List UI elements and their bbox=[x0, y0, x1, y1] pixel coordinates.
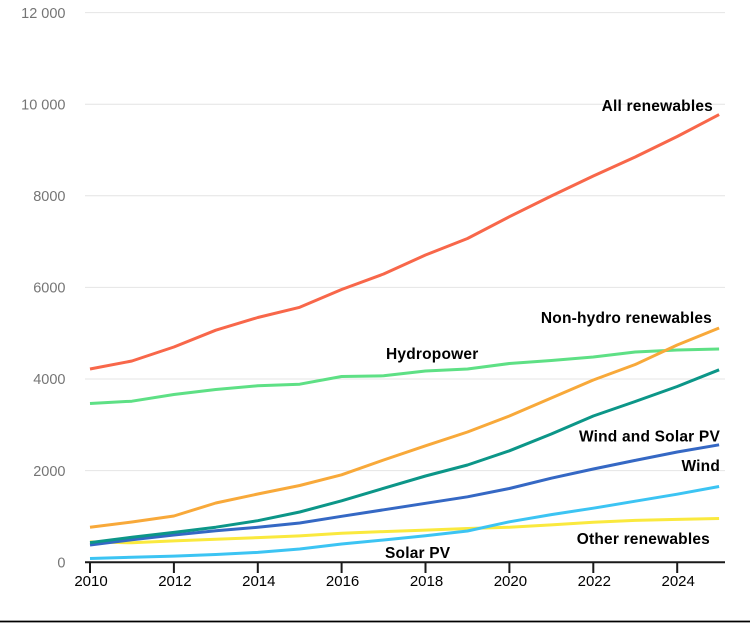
svg-text:0: 0 bbox=[57, 555, 65, 571]
svg-text:Wind: Wind bbox=[681, 458, 720, 475]
svg-text:2010: 2010 bbox=[74, 573, 107, 590]
svg-text:2016: 2016 bbox=[326, 573, 359, 590]
svg-text:All renewables: All renewables bbox=[602, 98, 713, 115]
svg-text:2000: 2000 bbox=[33, 464, 65, 480]
svg-text:2022: 2022 bbox=[578, 573, 611, 590]
svg-text:2014: 2014 bbox=[242, 573, 275, 590]
svg-text:10 000: 10 000 bbox=[21, 97, 65, 113]
svg-text:4000: 4000 bbox=[33, 372, 65, 388]
svg-text:Solar PV: Solar PV bbox=[385, 545, 451, 562]
svg-text:Wind and Solar PV: Wind and Solar PV bbox=[579, 429, 721, 446]
svg-text:2018: 2018 bbox=[410, 573, 443, 590]
svg-text:2012: 2012 bbox=[158, 573, 191, 590]
svg-text:Hydropower: Hydropower bbox=[386, 346, 478, 363]
svg-text:2020: 2020 bbox=[494, 573, 527, 590]
svg-text:12 000: 12 000 bbox=[21, 6, 65, 22]
svg-text:8000: 8000 bbox=[33, 189, 65, 205]
svg-text:2024: 2024 bbox=[662, 573, 695, 590]
svg-text:Other renewables: Other renewables bbox=[577, 531, 710, 548]
svg-text:6000: 6000 bbox=[33, 281, 65, 297]
svg-text:Non-hydro renewables: Non-hydro renewables bbox=[541, 310, 712, 327]
